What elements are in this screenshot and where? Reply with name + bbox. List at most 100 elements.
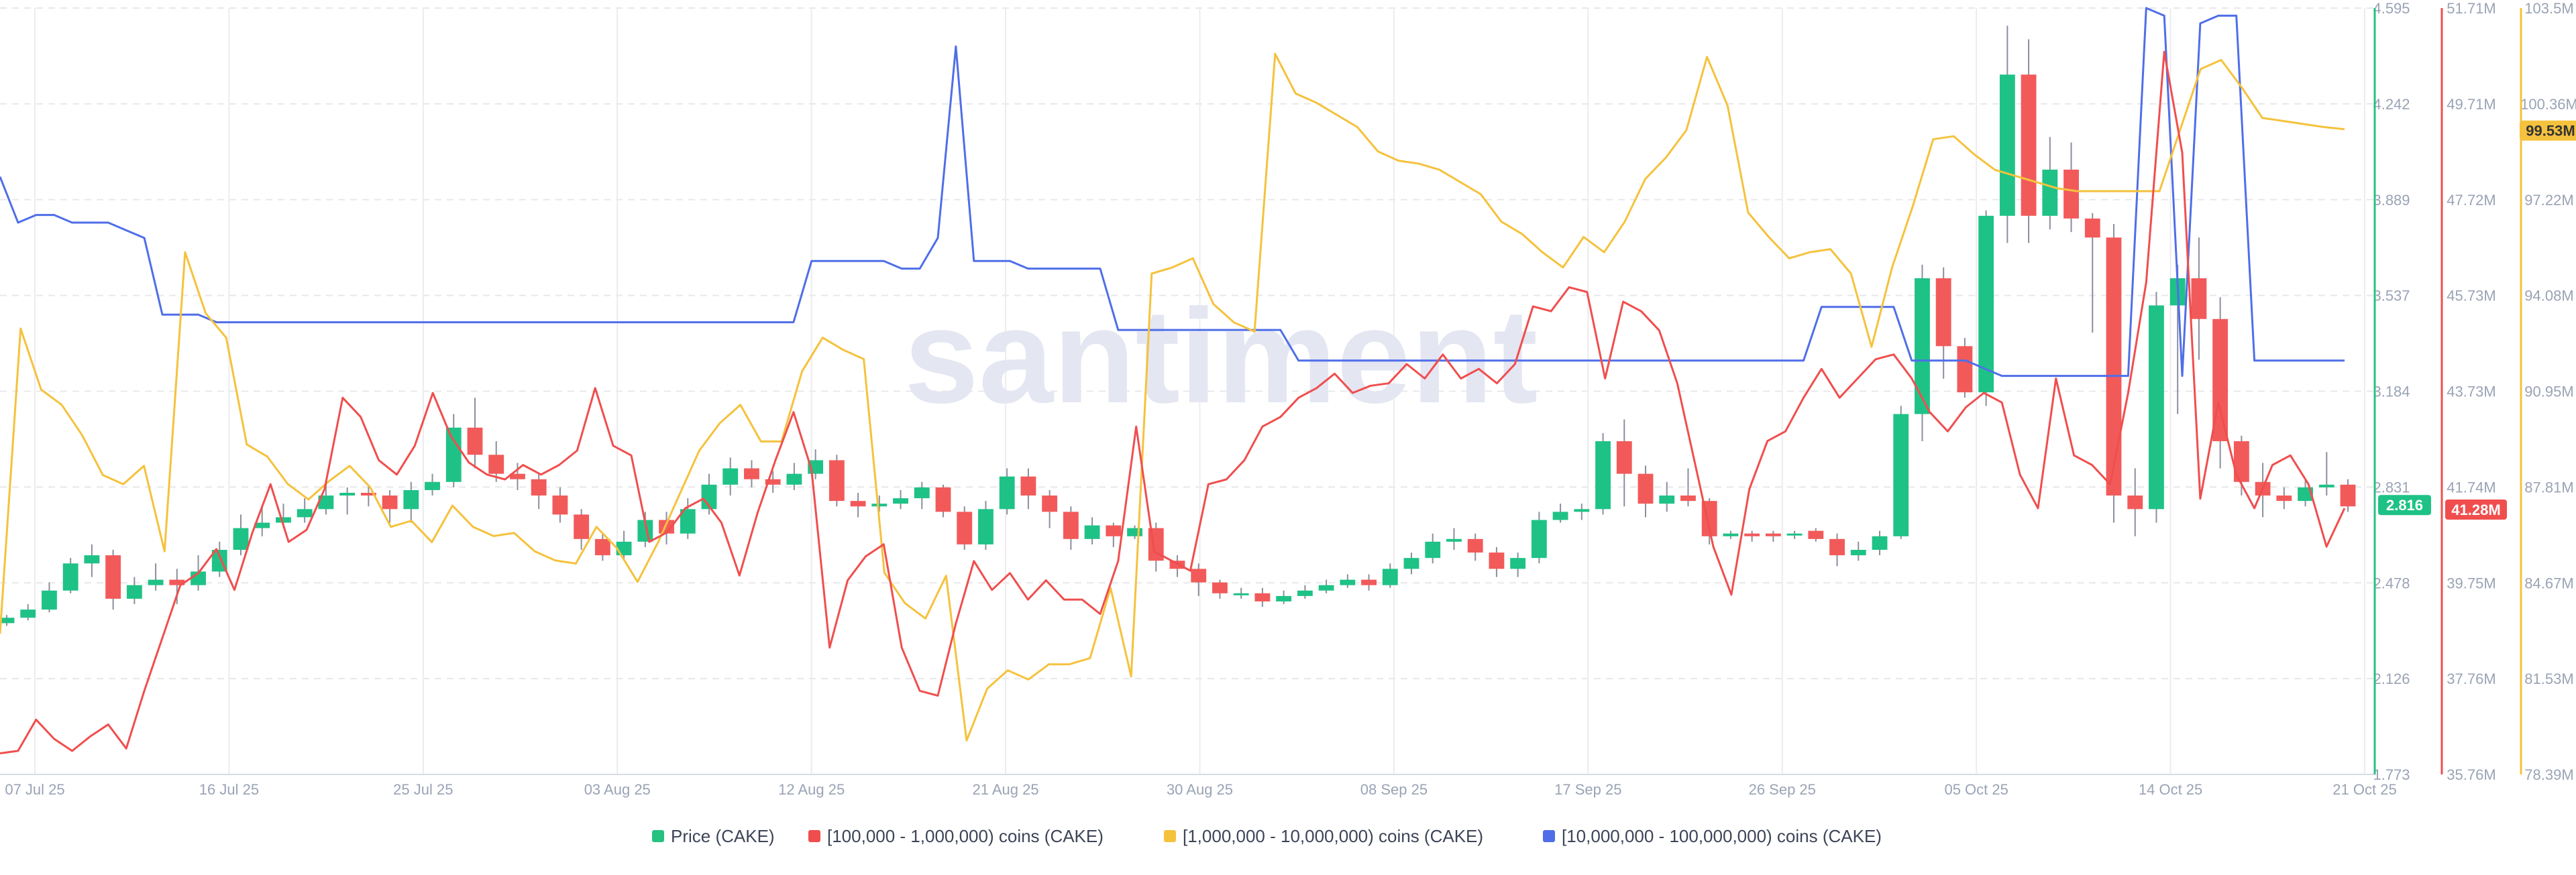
legend-label: [10,000,000 - 100,000,000) coins (CAKE) [1562,826,1882,846]
legend-label: [1,000,000 - 10,000,000) coins (CAKE) [1183,826,1483,846]
candle-body [1106,525,1122,536]
candle-body [1786,533,1803,536]
red-current-badge: 41.28M [2451,502,2500,518]
candle-body [1744,533,1760,536]
red-axis-tick-label: 35.76M [2447,766,2496,783]
legend-swatch [1543,830,1555,842]
candle-body [1765,533,1781,536]
legend-swatch [652,830,664,842]
yellow-axis-tick-label: 103.5M [2524,0,2573,17]
candle-body [893,498,908,504]
yellow-axis-tick-label: 84.67M [2524,575,2573,591]
candle-body [84,555,100,564]
candle-body [1915,278,1930,414]
x-tick-label: 21 Aug 25 [973,781,1039,798]
candle-body [828,460,845,502]
candle-body [1957,346,1973,393]
candle-body [1467,538,1483,553]
candle-body [786,473,802,485]
candle-body [2298,487,2313,502]
yellow-current-badge: 99.53M [2526,123,2575,139]
candle-body [169,579,185,585]
candle-body [1595,441,1611,510]
candle-body [2127,495,2143,510]
legend-swatch [1164,830,1176,842]
candle-body [1084,525,1100,539]
candle-body [1850,550,1866,556]
candle-body [0,618,15,624]
candle-body [2318,484,2334,487]
candle-body [510,473,525,479]
candle-body [1254,593,1271,601]
red-axis-tick-label: 45.73M [2447,288,2496,304]
blue-series-line [0,7,2345,377]
yellow-axis-tick-label: 81.53M [2524,670,2573,687]
candle-body [1659,495,1675,504]
candle-body [105,555,121,599]
candle-body [1212,582,1228,593]
candle-body [2084,218,2100,238]
candle-body [1127,528,1142,536]
price-tick-label: 3.889 [2373,192,2410,209]
candle-body [765,479,781,485]
red-series-line [0,50,2346,754]
red-axis-tick-label: 43.73M [2447,384,2496,400]
candle-body [1361,579,1377,585]
candle-body [1340,579,1356,585]
candle-body [2063,169,2079,219]
candle-body [574,514,590,539]
candle-body [1446,538,1462,542]
candle-body [744,468,759,479]
candle-body [1425,541,1441,559]
red-axis-tick-label: 51.71M [2447,0,2496,17]
candle-body [2106,237,2122,496]
candle-body [1042,495,1058,512]
candle-body [701,484,717,510]
candle-body [2042,169,2058,216]
yellow-axis-tick-label: 97.22M [2524,192,2573,209]
red-axis-tick-label: 41.74M [2447,479,2496,495]
candle-body [1872,536,1888,550]
price-tick-label: 2.831 [2373,479,2410,495]
yellow-series-line [0,52,2345,742]
candle-body [1552,512,1568,520]
grid-layer [0,7,2375,775]
candle-body [488,455,504,474]
price-current-badge: 2.816 [2386,497,2423,514]
x-tick-label: 03 Aug 25 [584,781,651,798]
candle-body [1999,74,2015,216]
yellow-axis-tick-label: 100.36M [2520,96,2576,113]
price-tick-label: 1.773 [2373,766,2410,783]
red-axis-tick-label: 37.76M [2447,670,2496,687]
x-tick-label: 07 Jul 25 [5,781,64,798]
legend-swatch [808,830,820,842]
candle-body [999,476,1015,510]
x-tick-label: 25 Jul 25 [393,781,453,798]
candle-body [616,541,632,556]
x-tick-label: 14 Oct 25 [2139,781,2202,798]
candle-body [1935,278,1951,347]
candle-body [594,538,610,556]
yellow-axis-tick-label: 90.95M [2524,384,2573,400]
candle-body [126,585,142,599]
candle-body [935,487,951,512]
candle-body [1382,569,1398,585]
x-tick-label: 12 Aug 25 [778,781,845,798]
x-tick-label: 21 Oct 25 [2332,781,2396,798]
candle-body [467,427,483,455]
candle-body [1978,215,1994,393]
candles-layer [0,25,2356,626]
candle-body [2276,495,2292,502]
candle-body [20,609,36,618]
candle-body [233,528,249,550]
price-tick-label: 3.537 [2373,288,2410,304]
red-axis-tick-label: 39.75M [2447,575,2496,591]
candle-body [2191,278,2207,319]
candle-body [1723,533,1739,536]
x-tick-label: 16 Jul 25 [199,781,259,798]
candle-body [318,495,334,510]
candle-body [1808,530,1824,539]
candle-body [1680,495,1696,502]
